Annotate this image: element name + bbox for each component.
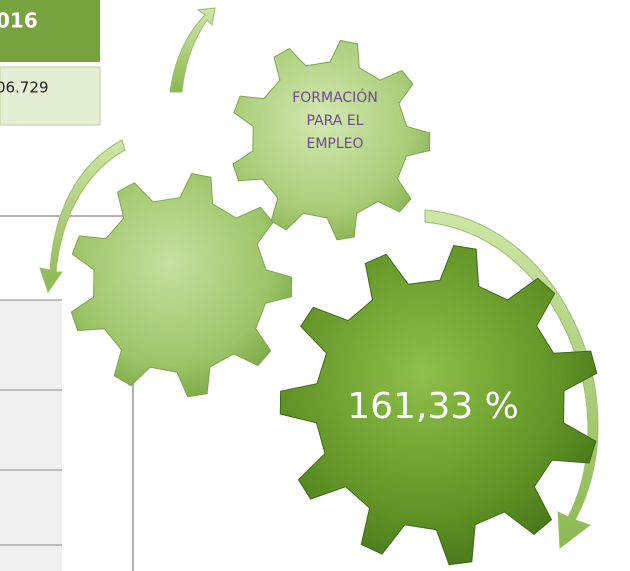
gear	[71, 174, 291, 397]
gear-label: PARA EL	[307, 113, 364, 129]
amount-text: 06.729	[0, 79, 49, 97]
year-text: 016	[0, 9, 38, 33]
gear-label: EMPLEO	[306, 136, 363, 152]
scene: 016 06.729 FORMACIÓN PARA EL EMPLEO 161,…	[0, 0, 630, 571]
gear-label: FORMACIÓN	[292, 88, 378, 106]
table-column	[0, 300, 62, 571]
gear-value: 161,33 %	[347, 386, 519, 427]
arrow	[170, 8, 215, 92]
page: 016 06.729 FORMACIÓN PARA EL EMPLEO 161,…	[0, 0, 630, 571]
